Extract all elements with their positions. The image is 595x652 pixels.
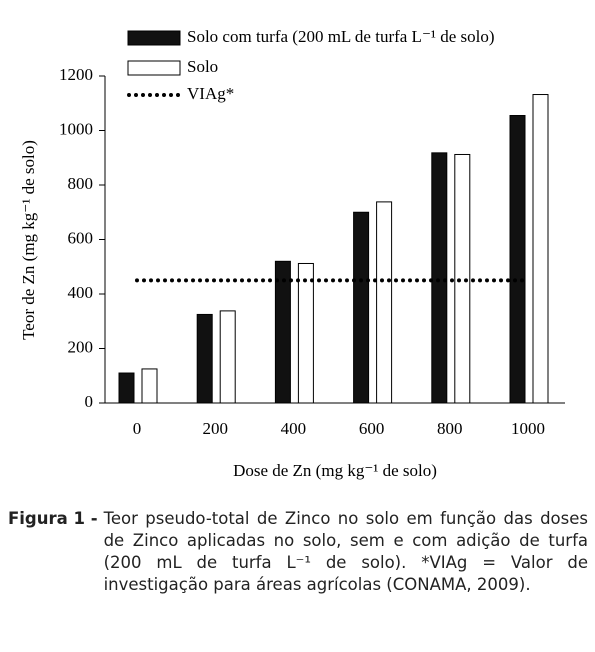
y-tick-label: 0 <box>85 392 94 411</box>
legend-label: Solo com turfa (200 mL de turfa L⁻¹ de s… <box>187 27 495 46</box>
x-tick-label: 400 <box>281 419 307 438</box>
caption-label: Figura 1 - <box>8 509 98 528</box>
y-tick-label: 400 <box>68 283 94 302</box>
y-axis-label: Teor de Zn (mg kg⁻¹ de solo) <box>19 140 38 340</box>
legend-swatch <box>127 60 181 76</box>
bar <box>509 115 526 404</box>
bar <box>532 94 549 404</box>
bar <box>353 211 370 404</box>
bar <box>431 152 448 404</box>
chart: Teor de Zn (mg kg⁻¹ de solo) Dose de Zn … <box>19 27 565 480</box>
bar <box>118 372 135 404</box>
caption: Figura 1 - Teor pseudo-total de Zinco no… <box>8 508 588 596</box>
y-tick-label: 600 <box>68 228 94 247</box>
bar <box>196 313 213 404</box>
x-tick-label: 0 <box>133 419 142 438</box>
legend-swatch <box>127 30 181 46</box>
bar <box>141 368 158 404</box>
y-tick-label: 1000 <box>59 119 93 138</box>
bar <box>274 260 291 404</box>
bar <box>454 153 471 404</box>
bar <box>297 262 314 404</box>
x-tick-label: 800 <box>437 419 463 438</box>
x-tick-label: 600 <box>359 419 385 438</box>
y-tick-label: 800 <box>68 174 94 193</box>
legend-label: Solo <box>187 57 218 76</box>
y-tick-label: 200 <box>68 337 94 356</box>
x-axis-label: Dose de Zn (mg kg⁻¹ de solo) <box>233 461 437 480</box>
bar <box>376 201 393 404</box>
x-tick-label: 200 <box>202 419 228 438</box>
legend-label: VIAg* <box>187 84 234 103</box>
x-tick-label: 1000 <box>511 419 545 438</box>
y-tick-label: 1200 <box>59 65 93 84</box>
caption-text: Teor pseudo-total de Zinco no solo em fu… <box>103 509 588 594</box>
bar <box>219 310 236 404</box>
